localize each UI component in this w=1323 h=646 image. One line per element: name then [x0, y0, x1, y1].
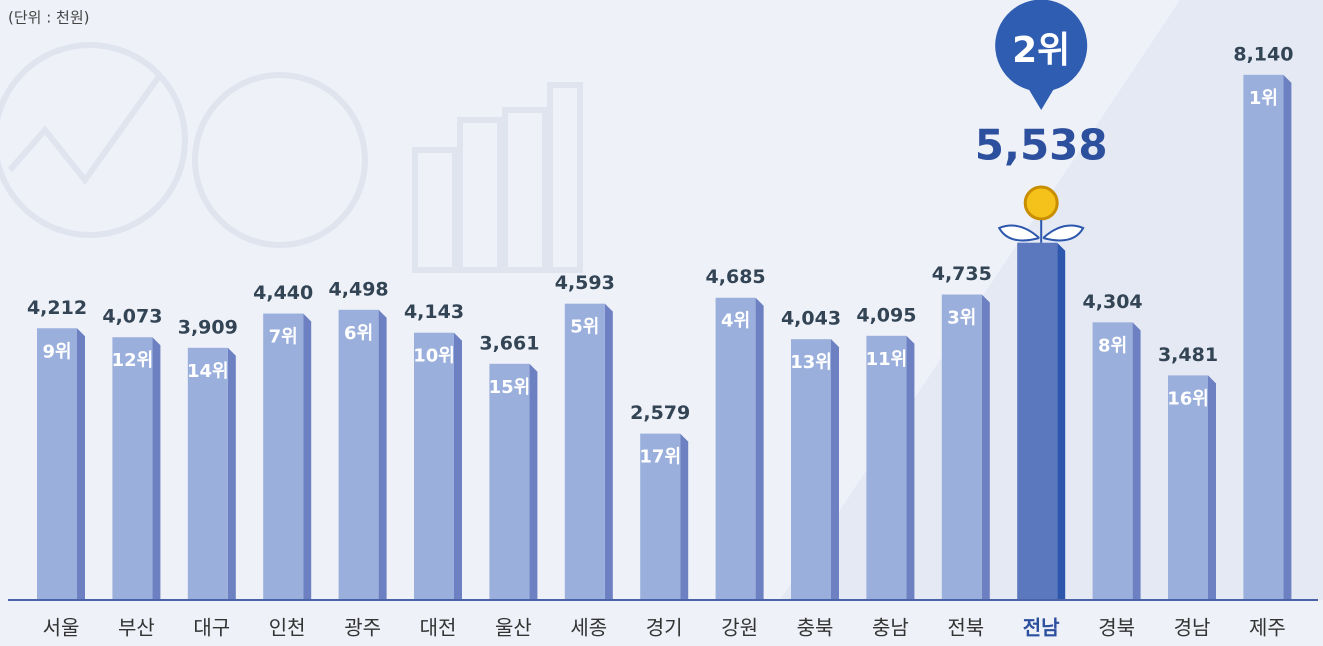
- bar: [489, 364, 529, 600]
- category-label: 제주: [1249, 616, 1286, 640]
- bar-side: [379, 310, 387, 600]
- rank-label: 9위: [42, 341, 71, 362]
- rank-label: 16위: [1167, 388, 1209, 409]
- bar: [716, 298, 756, 600]
- bar-side: [454, 333, 462, 600]
- coin-icon: [1025, 187, 1057, 219]
- bar-side: [529, 364, 537, 600]
- rank-label: 13위: [790, 352, 832, 373]
- bar-side: [1133, 322, 1141, 600]
- category-label: 강원: [721, 616, 758, 640]
- value-label: 4,304: [1083, 291, 1143, 313]
- bar: [339, 310, 379, 600]
- value-label: 4,043: [781, 308, 841, 330]
- bar: [866, 336, 906, 600]
- page: (단위 : 천원) 서울 4,212 9위부산 4,073 12위대구 3,909 14위인…: [0, 0, 1323, 646]
- bar-side: [756, 298, 764, 600]
- category-label: 전남: [1023, 616, 1060, 640]
- category-label: 대전: [420, 616, 457, 640]
- value-label: 4,095: [856, 304, 916, 326]
- category-label: 대구: [193, 616, 230, 640]
- rank-label: 11위: [866, 349, 908, 370]
- category-label: 광주: [344, 616, 381, 640]
- bar: [414, 333, 454, 600]
- category-label: 인천: [269, 616, 306, 640]
- bar: [112, 337, 152, 600]
- bar: [1243, 75, 1283, 600]
- category-label: 울산: [495, 616, 532, 640]
- value-label: 4,685: [706, 266, 766, 288]
- rank-label: 8위: [1098, 335, 1127, 356]
- bar: [1093, 322, 1133, 600]
- bar-side: [303, 314, 311, 600]
- bar-side: [228, 348, 236, 600]
- bar-side: [1057, 243, 1065, 600]
- bar-side: [680, 434, 688, 600]
- rank-label: 6위: [344, 323, 373, 344]
- rank-label: 4위: [721, 311, 750, 332]
- unit-note: (단위 : 천원): [8, 9, 90, 27]
- bar-side: [1208, 375, 1216, 600]
- value-label: 4,593: [555, 272, 615, 294]
- category-label: 경기: [646, 616, 683, 640]
- category-label: 경북: [1098, 616, 1135, 640]
- rank-label: 2위: [1012, 30, 1070, 71]
- bar-side: [605, 304, 613, 600]
- category-label: 부산: [118, 616, 155, 640]
- category-label: 세종: [570, 616, 607, 640]
- rank-label: 3위: [947, 308, 976, 329]
- bar: [942, 295, 982, 600]
- value-label: 3,661: [479, 332, 539, 354]
- value-label: 4,143: [404, 301, 464, 323]
- bar-side: [831, 339, 839, 600]
- bar-side: [982, 295, 990, 600]
- bar: [1017, 243, 1057, 600]
- rank-label: 10위: [413, 346, 455, 367]
- rank-label: 1위: [1249, 88, 1278, 109]
- category-label: 경남: [1174, 616, 1211, 640]
- rank-label: 7위: [269, 327, 298, 348]
- bar: [565, 304, 605, 600]
- chart: (단위 : 천원) 서울 4,212 9위부산 4,073 12위대구 3,909 14위인…: [0, 0, 1323, 646]
- rank-label: 17위: [639, 447, 681, 468]
- rank-label: 14위: [187, 361, 229, 382]
- category-label: 서울: [43, 616, 80, 640]
- value-label: 3,909: [178, 316, 238, 338]
- bar: [263, 314, 303, 600]
- category-label: 충북: [797, 616, 834, 640]
- value-label: 4,735: [932, 263, 992, 285]
- bar: [188, 348, 228, 600]
- value-label: 2,579: [630, 402, 690, 424]
- bar-side: [906, 336, 914, 600]
- value-label: 4,212: [27, 297, 87, 319]
- value-label: 4,440: [253, 282, 313, 304]
- bar: [37, 328, 77, 600]
- value-label: 3,481: [1158, 344, 1218, 366]
- bar-side: [152, 337, 160, 600]
- value-label: 4,498: [329, 278, 389, 300]
- bar-side: [1283, 75, 1291, 600]
- value-label: 5,538: [975, 121, 1108, 170]
- bar: [791, 339, 831, 600]
- category-label: 전북: [947, 616, 984, 640]
- value-label: 8,140: [1233, 43, 1293, 65]
- rank-label: 5위: [570, 317, 599, 338]
- rank-label: 12위: [112, 350, 154, 371]
- rank-label: 15위: [489, 377, 531, 398]
- value-label: 4,073: [102, 306, 162, 328]
- bar-side: [77, 328, 85, 600]
- category-label: 충남: [872, 616, 909, 640]
